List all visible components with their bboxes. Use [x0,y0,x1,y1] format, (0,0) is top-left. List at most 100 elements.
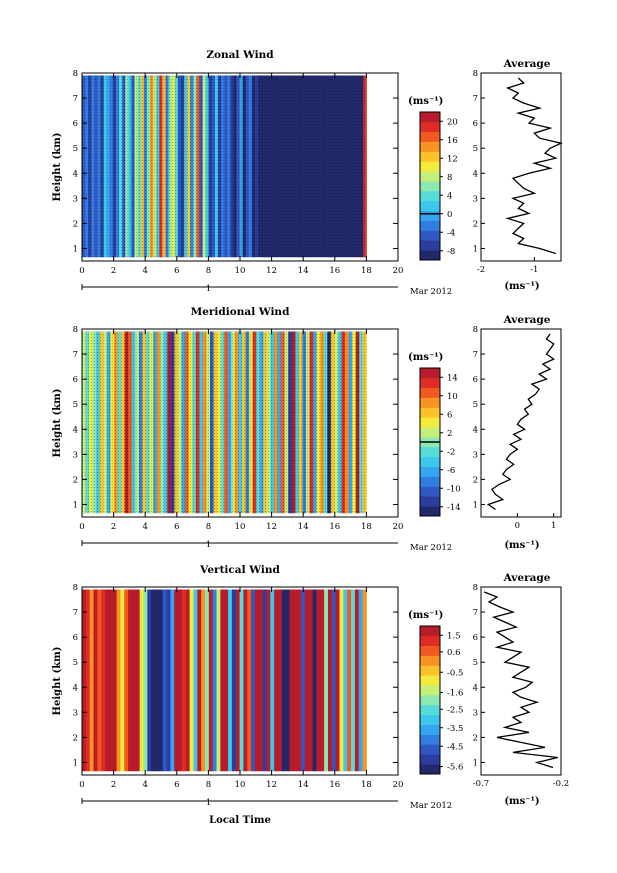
colorbar-unit: (ms⁻¹) [408,610,443,621]
colorbar-segment [420,121,440,133]
heatmap-column [266,589,271,772]
heatmap-column [304,589,310,772]
zonal-wind-heatmap [82,75,367,258]
average-y-tick-label: 3 [473,194,478,204]
heatmap-column [228,589,233,772]
heatmap-column [316,589,321,772]
colorbar-tick-label: 20 [447,117,458,127]
heatmap-column [166,589,171,772]
heatmap-column [274,589,279,772]
y-tick-label: 7 [73,350,78,360]
colorbar-segment [420,754,440,765]
heatmap-column [139,589,144,772]
heatmap-column [243,589,248,772]
average-title: Average [503,314,551,326]
y-tick-label: 6 [73,633,78,643]
y-tick-label: 3 [73,708,78,718]
average-y-tick-label: 5 [473,400,478,410]
x-tick-label: 14 [298,266,309,276]
heatmap-column [147,589,152,772]
heatmap-column [208,589,214,772]
average-xlabel: (ms⁻¹) [504,281,539,292]
average-y-tick-label: 5 [473,144,478,154]
meridional-wind-average-profile: 1 2 3 4 5 6 7 8 0 1 [473,325,562,531]
heatmap-column [170,589,175,772]
x-tick-label: 20 [393,266,404,276]
colorbar-segment [420,714,440,725]
x-tick-label: 4 [142,266,147,276]
panel-title: Meridional Wind [191,306,290,318]
heatmap-column [201,589,206,772]
panel-title: Vertical Wind [199,564,280,576]
average-y-tick-label: 4 [473,169,478,179]
heatmap-column [231,589,237,772]
colorbar-segment [420,476,440,487]
colorbar-segment [420,427,440,438]
heatmap-column [354,589,360,772]
heatmap-column [143,589,148,772]
average-profile-line [483,591,558,769]
day-indicator: 1 [81,798,398,808]
colorbar-segment [420,112,440,123]
colorbar-tick-label: 12 [447,154,458,164]
heatmap-column [151,589,156,772]
colorbar-tick-label: 1.5 [447,631,461,641]
x-tick-label: 6 [174,780,179,790]
heatmap-column [89,589,94,772]
colorbar-segment [420,675,440,686]
vertical-wind-panel: Vertical Wind 0 2 4 6 8 10 12 14 16 18 2012345678 … [52,564,569,826]
average-y-tick-label: 3 [473,708,478,718]
average-y-tick-label: 2 [473,475,478,485]
y-tick-label: 7 [73,608,78,618]
colorbar-tick-label: -6 [447,466,455,476]
heatmap-column [224,589,229,772]
y-tick-label: 4 [73,683,78,693]
x-tick-label: 4 [142,522,147,532]
heatmap-column [301,589,306,772]
heatmap-column [270,589,275,772]
colorbar-segment [420,210,440,221]
colorbar-segment [420,190,440,202]
y-tick-label: 7 [73,94,78,104]
heatmap-column [197,589,202,772]
heatmap-column [320,589,325,772]
average-y-tick-label: 1 [473,500,478,510]
average-y-tick-label: 7 [473,608,478,618]
heatmap-column [128,589,133,772]
average-profile-line [486,333,556,511]
average-y-tick-label: 5 [473,658,478,668]
colorbar-segment [420,665,440,676]
heatmap-column [327,589,333,772]
heatmap-column [93,589,98,772]
heatmap-column [278,589,283,772]
colorbar-segment [420,446,440,458]
colorbar-tick-label: -2.5 [447,705,463,715]
average-x-tick-label: -1 [530,265,538,275]
y-tick-label: 3 [73,194,78,204]
heatmap-column [212,589,217,772]
colorbar-tick-label: -2 [447,447,455,457]
colorbar-segment [420,645,440,656]
x-tick-label: 12 [266,780,277,790]
x-tick-label: 14 [298,780,309,790]
heatmap-column [358,589,363,772]
x-tick-label: 20 [393,522,404,532]
colorbar-segment [420,171,440,182]
x-tick-label: 10 [235,266,246,276]
zonal-wind-average-profile: 1 2 3 4 5 6 7 8 -2 -1 [473,69,563,275]
x-tick-label: 12 [266,266,277,276]
x-tick-label: 4 [142,780,147,790]
heatmap-column [82,589,87,772]
colorbar-segment [420,764,440,775]
y-tick-label: 2 [73,733,78,743]
colorbar-tick-label: 10 [447,392,458,402]
x-tick-label: 16 [329,522,340,532]
average-x-tick-label: -0.2 [553,779,569,789]
colorbar-segment [420,220,440,231]
average-y-tick-label: 6 [473,375,478,385]
average-title: Average [503,58,551,70]
heatmap-column [105,589,110,772]
heatmap-column [339,589,344,772]
